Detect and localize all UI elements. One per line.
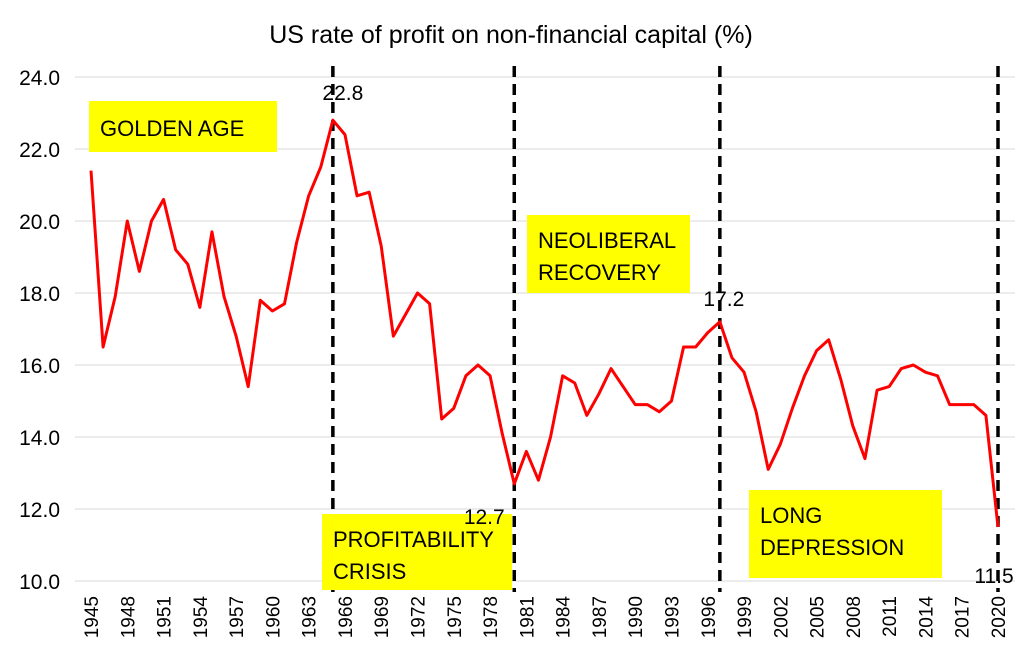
x-tick-label: 1996 <box>699 596 720 638</box>
chart-title: US rate of profit on non-financial capit… <box>269 21 753 49</box>
annotation-text: CRISIS <box>333 559 406 584</box>
x-tick-label: 1999 <box>735 596 756 638</box>
y-tick-label: 20.0 <box>19 211 60 234</box>
annotation-box <box>527 215 690 293</box>
annotation-box <box>749 490 942 578</box>
x-tick-label: 2020 <box>989 596 1010 638</box>
data-label: 11.5 <box>974 565 1013 588</box>
x-tick-label: 1966 <box>336 596 357 638</box>
period-annotations: GOLDEN AGE PROFITABILITY CRISIS NEOLIBERAL R… <box>89 101 942 590</box>
x-tick-label: 2014 <box>916 596 937 639</box>
annotation-box <box>322 514 512 590</box>
x-tick-label: 2002 <box>771 596 792 638</box>
annotation-text: LONG <box>760 503 822 528</box>
x-tick-label: 1960 <box>263 596 284 638</box>
x-tick-label: 2005 <box>808 596 829 638</box>
x-tick-label: 1990 <box>626 596 647 638</box>
annotation-text: DEPRESSION <box>760 535 904 560</box>
x-tick-label: 1972 <box>409 596 430 638</box>
series-line <box>89 118 1000 528</box>
annotation-text: NEOLIBERAL <box>538 228 676 253</box>
x-tick-label: 1984 <box>554 596 575 639</box>
x-tick-label: 1969 <box>372 596 393 638</box>
data-label: 17.2 <box>703 288 744 311</box>
x-tick-label: 1948 <box>118 596 139 638</box>
y-tick-label: 22.0 <box>19 139 60 162</box>
x-tick-label: 1963 <box>300 596 321 638</box>
data-labels: 22.8 12.7 17.2 11.5 <box>322 82 1013 588</box>
x-tick-label: 1981 <box>517 596 538 638</box>
x-tick-label: 2008 <box>844 596 865 638</box>
x-tick-label: 1957 <box>227 596 248 638</box>
y-tick-label: 16.0 <box>19 355 60 378</box>
annotation-text: RECOVERY <box>538 260 661 285</box>
y-axis-ticks: 10.0 12.0 14.0 16.0 18.0 20.0 22.0 24.0 <box>19 67 60 594</box>
x-tick-label: 1945 <box>82 596 103 638</box>
x-tick-label: 1993 <box>662 596 683 638</box>
y-tick-label: 24.0 <box>19 67 60 90</box>
y-tick-label: 10.0 <box>19 571 60 594</box>
x-tick-label: 2017 <box>953 596 974 638</box>
x-tick-label: 1951 <box>155 596 176 638</box>
annotation-box <box>89 101 277 152</box>
y-tick-label: 14.0 <box>19 427 60 450</box>
y-tick-label: 12.0 <box>19 499 60 522</box>
x-tick-label: 1987 <box>590 596 611 638</box>
x-tick-label: 1978 <box>481 596 502 638</box>
x-tick-label: 1975 <box>445 596 466 638</box>
x-axis-ticks: 1945 1948 1951 1954 1957 1960 1963 1966 1969 1972… <box>82 596 1010 639</box>
data-label: 22.8 <box>322 82 363 105</box>
x-tick-label: 2011 <box>880 596 901 637</box>
annotation-text: PROFITABILITY <box>333 527 494 552</box>
data-label: 12.7 <box>464 506 505 529</box>
annotation-text: GOLDEN AGE <box>100 116 244 141</box>
series-lines <box>89 118 1000 528</box>
x-tick-label: 1954 <box>191 596 212 639</box>
period-divider-lines <box>331 66 1000 592</box>
y-tick-label: 18.0 <box>19 283 60 306</box>
